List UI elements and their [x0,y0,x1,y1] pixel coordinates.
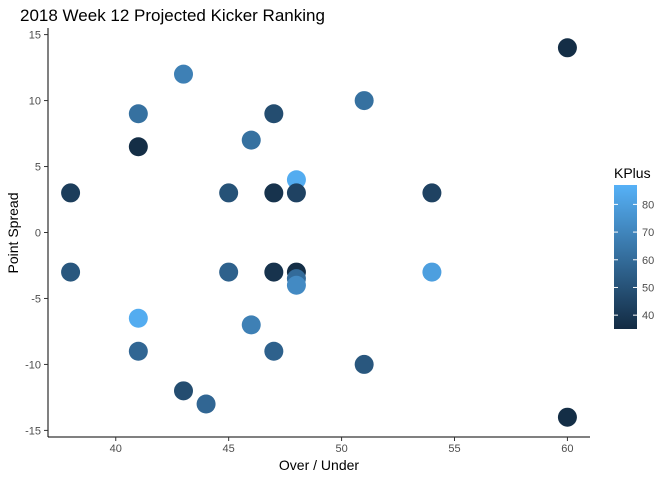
data-point [422,262,442,282]
plot-area: 40 45 50 55 60 -15 -10 -5 0 5 10 15 [25,28,590,455]
legend-tick-label: 50 [642,282,654,294]
data-point [422,183,442,203]
data-point [128,104,148,124]
data-point [557,407,577,427]
y-tick-label: -5 [31,293,41,305]
data-point [286,275,306,295]
x-tick-label: 40 [110,443,122,455]
data-point [128,308,148,328]
data-point [264,104,284,124]
data-point [264,341,284,361]
legend-tick-label: 80 [642,199,654,211]
chart-title: 2018 Week 12 Projected Kicker Ranking [20,6,325,25]
x-tick-label: 55 [448,443,460,455]
legend-tick-label: 60 [642,255,654,267]
data-point [61,262,81,282]
data-point [128,137,148,157]
data-point [354,91,374,111]
data-point [61,183,81,203]
data-point [174,381,193,401]
legend-tick-label: 70 [642,227,654,239]
data-point [264,183,284,203]
legend: KPlus 40 50 60 70 80 [614,165,654,329]
y-tick-label: 0 [35,228,41,240]
y-tick-label: 10 [29,96,41,108]
x-tick-label: 45 [223,443,235,455]
y-tick-label: -10 [25,359,41,371]
data-point [286,170,306,190]
legend-tick-label: 40 [642,310,654,322]
data-point [241,130,261,150]
legend-title: KPlus [614,165,651,181]
y-axis-title: Point Spread [5,193,21,274]
x-tick-label: 60 [561,443,573,455]
y-tick-label: 5 [35,162,41,174]
data-point [557,38,577,58]
y-tick-label: 15 [29,30,41,42]
data-point [219,262,239,282]
x-axis-title: Over / Under [279,457,359,473]
data-point [264,262,284,282]
data-point [241,315,261,335]
data-point [354,354,374,374]
legend-colorbar [614,185,637,329]
y-tick-label: -15 [25,425,41,437]
x-tick-label: 50 [335,443,347,455]
data-point [219,183,239,203]
data-point [128,341,148,361]
data-point [196,394,216,414]
data-point [286,183,306,203]
data-point [174,64,193,84]
